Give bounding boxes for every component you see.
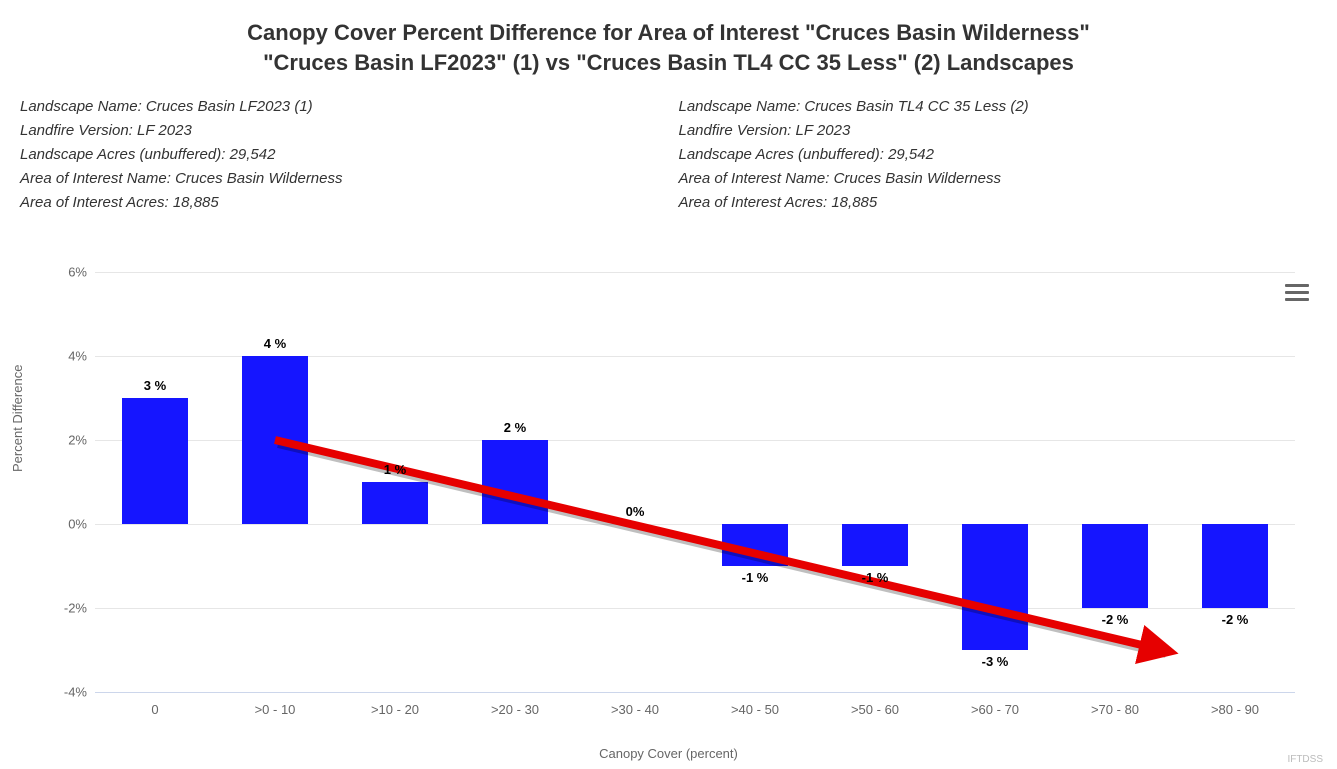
x-tick-label: >70 - 80 <box>1091 702 1139 717</box>
meta-aoi-acres-1: Area of Interest Acres: 18,885 <box>20 191 679 215</box>
meta-aoi-2: Area of Interest Name: Cruces Basin Wild… <box>679 167 1337 191</box>
x-tick-label: >20 - 30 <box>491 702 539 717</box>
plot-area: 3 %04 %>0 - 101 %>10 - 202 %>20 - 300%>3… <box>95 272 1295 692</box>
x-tick-label: >40 - 50 <box>731 702 779 717</box>
bar-value-label: 0% <box>626 504 645 519</box>
bar-value-label: -3 % <box>982 654 1009 669</box>
bar[interactable] <box>242 356 308 524</box>
title-line-2: "Cruces Basin LF2023" (1) vs "Cruces Bas… <box>0 48 1337 78</box>
x-tick-label: >50 - 60 <box>851 702 899 717</box>
watermark: IFTDSS <box>1287 754 1323 765</box>
y-tick-label: -2% <box>37 601 87 616</box>
bar-value-label: 2 % <box>504 420 526 435</box>
bar-value-label: -1 % <box>742 570 769 585</box>
bar[interactable] <box>122 398 188 524</box>
bar[interactable] <box>842 524 908 566</box>
y-tick-label: 0% <box>37 517 87 532</box>
x-tick-label: >10 - 20 <box>371 702 419 717</box>
bar-value-label: -1 % <box>862 570 889 585</box>
y-tick-label: 4% <box>37 349 87 364</box>
bar-value-label: 4 % <box>264 336 286 351</box>
chart-zone: Percent Difference 3 %04 %>0 - 101 %>10 … <box>0 262 1337 769</box>
bar[interactable] <box>962 524 1028 650</box>
bar[interactable] <box>722 524 788 566</box>
y-axis-title: Percent Difference <box>10 365 25 472</box>
meta-aoi-acres-2: Area of Interest Acres: 18,885 <box>679 191 1337 215</box>
x-axis-title: Canopy Cover (percent) <box>0 746 1337 761</box>
x-tick-label: >30 - 40 <box>611 702 659 717</box>
metadata-left: Landscape Name: Cruces Basin LF2023 (1) … <box>20 95 679 215</box>
meta-acres-2: Landscape Acres (unbuffered): 29,542 <box>679 143 1337 167</box>
meta-acres-1: Landscape Acres (unbuffered): 29,542 <box>20 143 679 167</box>
meta-landfire-1: Landfire Version: LF 2023 <box>20 119 679 143</box>
bar[interactable] <box>482 440 548 524</box>
chart-title: Canopy Cover Percent Difference for Area… <box>0 0 1337 77</box>
bar-value-label: 1 % <box>384 462 406 477</box>
y-tick-label: 6% <box>37 265 87 280</box>
meta-landfire-2: Landfire Version: LF 2023 <box>679 119 1337 143</box>
bar[interactable] <box>362 482 428 524</box>
title-line-1: Canopy Cover Percent Difference for Area… <box>0 18 1337 48</box>
x-tick-label: >0 - 10 <box>255 702 296 717</box>
gridline <box>95 272 1295 273</box>
gridline <box>95 608 1295 609</box>
bar-value-label: -2 % <box>1102 612 1129 627</box>
gridline <box>95 692 1295 693</box>
bar-value-label: 3 % <box>144 378 166 393</box>
metadata-row: Landscape Name: Cruces Basin LF2023 (1) … <box>0 77 1337 215</box>
y-tick-label: -4% <box>37 685 87 700</box>
x-tick-label: >60 - 70 <box>971 702 1019 717</box>
y-tick-label: 2% <box>37 433 87 448</box>
meta-aoi-1: Area of Interest Name: Cruces Basin Wild… <box>20 167 679 191</box>
x-tick-label: >80 - 90 <box>1211 702 1259 717</box>
meta-landscape-name-1: Landscape Name: Cruces Basin LF2023 (1) <box>20 95 679 119</box>
report-container: Canopy Cover Percent Difference for Area… <box>0 0 1337 769</box>
bar[interactable] <box>1082 524 1148 608</box>
meta-landscape-name-2: Landscape Name: Cruces Basin TL4 CC 35 L… <box>679 95 1337 119</box>
bar-value-label: -2 % <box>1222 612 1249 627</box>
metadata-right: Landscape Name: Cruces Basin TL4 CC 35 L… <box>679 95 1337 215</box>
bar[interactable] <box>1202 524 1268 608</box>
x-tick-label: 0 <box>151 702 158 717</box>
